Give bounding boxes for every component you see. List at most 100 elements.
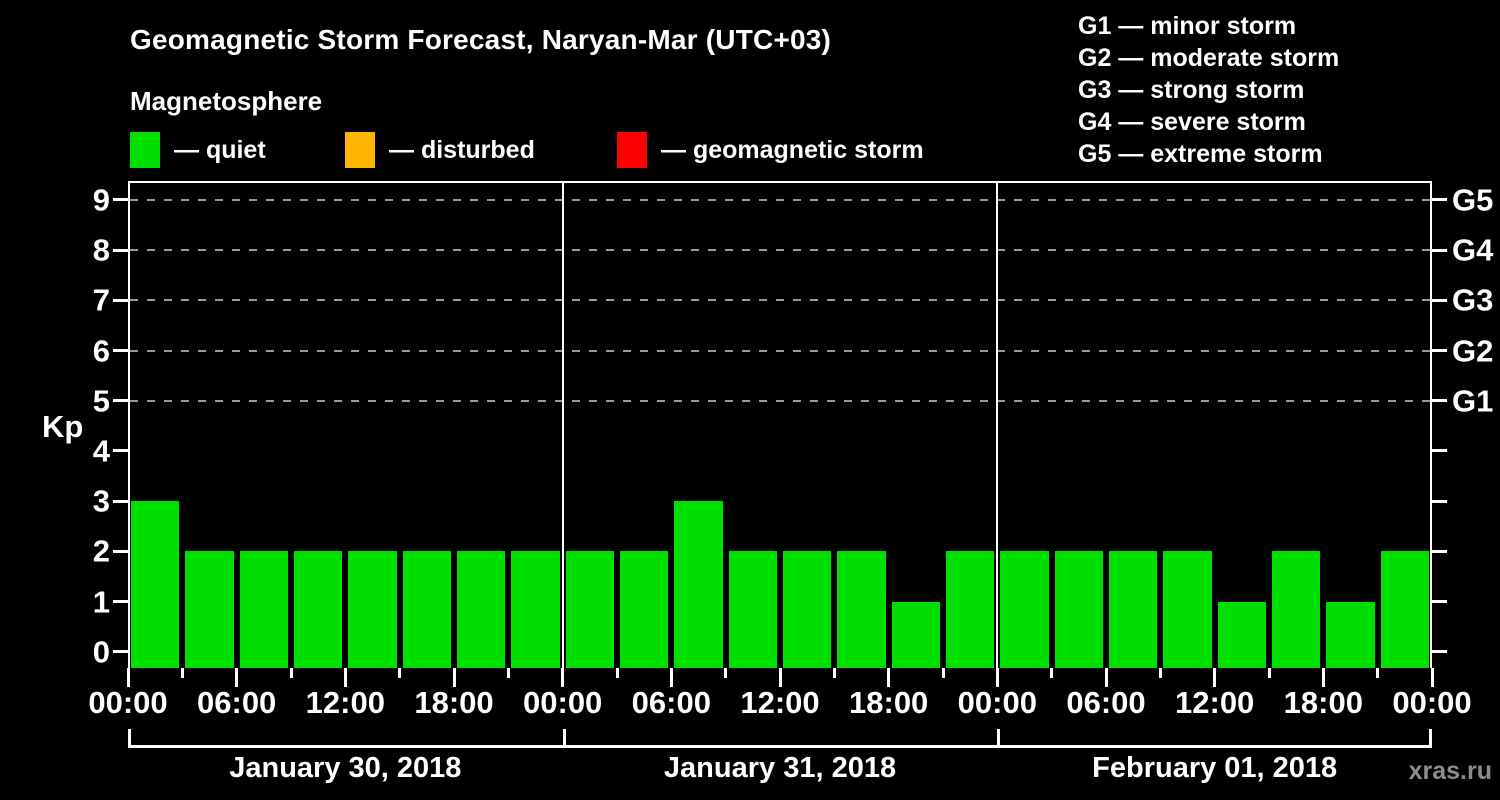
- kp-bar: [620, 551, 669, 668]
- plot-area: [128, 181, 1432, 668]
- y-tick-label: 5: [92, 383, 110, 419]
- legend-swatch-disturbed: [345, 132, 375, 168]
- date-label: February 01, 2018: [1092, 752, 1338, 784]
- axis-top-line: [128, 181, 1432, 183]
- kp-bar: [457, 551, 506, 668]
- x-tick: [561, 668, 565, 687]
- gridline-kp-7: [130, 299, 1430, 302]
- y-tick: [113, 650, 128, 654]
- right-axis-g-labels: G1 G2 G3 G4 G5: [1452, 181, 1500, 668]
- gridline-kp-8: [130, 249, 1430, 252]
- kp-bar: [402, 551, 451, 668]
- g-scale-line: G4 — severe storm: [1078, 108, 1306, 136]
- chart-title: Geomagnetic Storm Forecast, Naryan-Mar (…: [130, 24, 832, 55]
- right-axis-ticks: [1432, 181, 1447, 668]
- y-tick-label: 7: [92, 282, 110, 318]
- right-tick: [1432, 549, 1447, 553]
- g-level-label: G4: [1452, 232, 1494, 268]
- day-bracket-tick: [1429, 729, 1432, 745]
- x-tick: [778, 668, 782, 687]
- legend-swatch-geomagnetic-storm: [617, 132, 647, 168]
- x-tick: [1321, 668, 1325, 687]
- kp-bar: [946, 551, 995, 668]
- g-level-label: G3: [1452, 282, 1494, 318]
- kp-bar: [294, 551, 343, 668]
- x-tick: [343, 668, 347, 687]
- g-scale-line: G3 — strong storm: [1078, 76, 1305, 104]
- date-label: January 30, 2018: [229, 752, 462, 784]
- kp-bar: [185, 551, 234, 668]
- date-label: January 31, 2018: [663, 752, 897, 784]
- y-tick-label: 6: [92, 333, 110, 368]
- x-tick: [615, 668, 619, 678]
- g-level-label: G2: [1452, 333, 1494, 368]
- day-bracket-tick: [562, 729, 566, 745]
- right-tick: [1432, 298, 1447, 302]
- condition-legend: — quiet — disturbed — geomagnetic storm: [130, 131, 1030, 171]
- chart-subtitle: Magnetosphere: [130, 86, 323, 116]
- x-tick-label: 12:00: [740, 685, 820, 720]
- x-tick-label: 00:00: [957, 685, 1037, 720]
- legend-item-label: — disturbed: [389, 135, 535, 164]
- legend-item-label: — quiet: [174, 135, 266, 164]
- date-labels: January 30, 2018 January 31, 2018 February…: [128, 752, 1432, 787]
- right-tick: [1432, 449, 1447, 453]
- x-tick: [1050, 668, 1054, 678]
- y-tick-label: 2: [92, 533, 110, 569]
- x-tick: [669, 668, 673, 687]
- y-axis-ticks: [113, 181, 128, 668]
- kp-bar: [1109, 551, 1158, 668]
- x-tick-label: 18:00: [849, 685, 929, 720]
- x-tick: [398, 668, 402, 678]
- right-tick: [1432, 499, 1447, 503]
- right-tick: [1432, 248, 1447, 252]
- day-separator: [996, 181, 999, 668]
- right-tick: [1432, 349, 1447, 352]
- kp-bar: [1054, 551, 1103, 668]
- kp-bar: [511, 551, 560, 668]
- kp-bar: [1326, 601, 1375, 668]
- kp-bar: [1380, 551, 1429, 668]
- x-tick: [724, 668, 728, 678]
- y-tick-label: 9: [92, 182, 110, 218]
- y-axis-title: Kp: [42, 409, 84, 444]
- x-tick: [941, 668, 945, 678]
- right-tick: [1432, 600, 1447, 603]
- x-tick: [887, 668, 891, 687]
- right-tick: [1432, 399, 1447, 403]
- y-tick: [113, 449, 128, 453]
- y-tick-label: 0: [92, 634, 110, 670]
- y-tick: [113, 499, 128, 503]
- x-tick-label: 06:00: [1066, 685, 1146, 720]
- watermark: xras.ru: [1408, 757, 1492, 785]
- y-tick: [113, 399, 128, 403]
- axis-right-line: [1430, 181, 1432, 668]
- y-axis-tick-labels: 0 1 2 3 4 5 6 7 8 9: [0, 181, 110, 668]
- legend-swatch-quiet: [130, 132, 160, 168]
- day-bracket-tick: [997, 729, 1001, 745]
- kp-bar: [674, 501, 723, 668]
- legend-item-label: — geomagnetic storm: [661, 135, 924, 164]
- storm-scale-legend: G1 — minor storm G2 — moderate storm G3 — …: [1078, 10, 1339, 170]
- right-tick: [1432, 650, 1447, 654]
- x-tick-label: 06:00: [631, 685, 711, 720]
- x-tick: [180, 668, 184, 678]
- gridline-kp-6: [130, 349, 1430, 352]
- legend-item: — disturbed: [345, 131, 535, 169]
- kp-bar: [728, 551, 777, 668]
- x-tick: [506, 668, 510, 678]
- kp-bar: [1000, 551, 1049, 668]
- y-tick: [113, 600, 128, 603]
- gridline-kp-5: [130, 399, 1430, 402]
- g-scale-line: G2 — moderate storm: [1078, 44, 1340, 72]
- x-tick: [832, 668, 836, 678]
- day-bracket: [128, 729, 1432, 748]
- x-axis-ticks: [126, 668, 1434, 692]
- x-tick: [235, 668, 239, 687]
- x-tick: [126, 668, 130, 687]
- y-tick: [113, 248, 128, 252]
- kp-bar: [783, 551, 832, 668]
- g-scale-line: G1 — minor storm: [1078, 12, 1297, 40]
- gridline-kp-9: [130, 198, 1430, 201]
- x-tick: [1158, 668, 1162, 678]
